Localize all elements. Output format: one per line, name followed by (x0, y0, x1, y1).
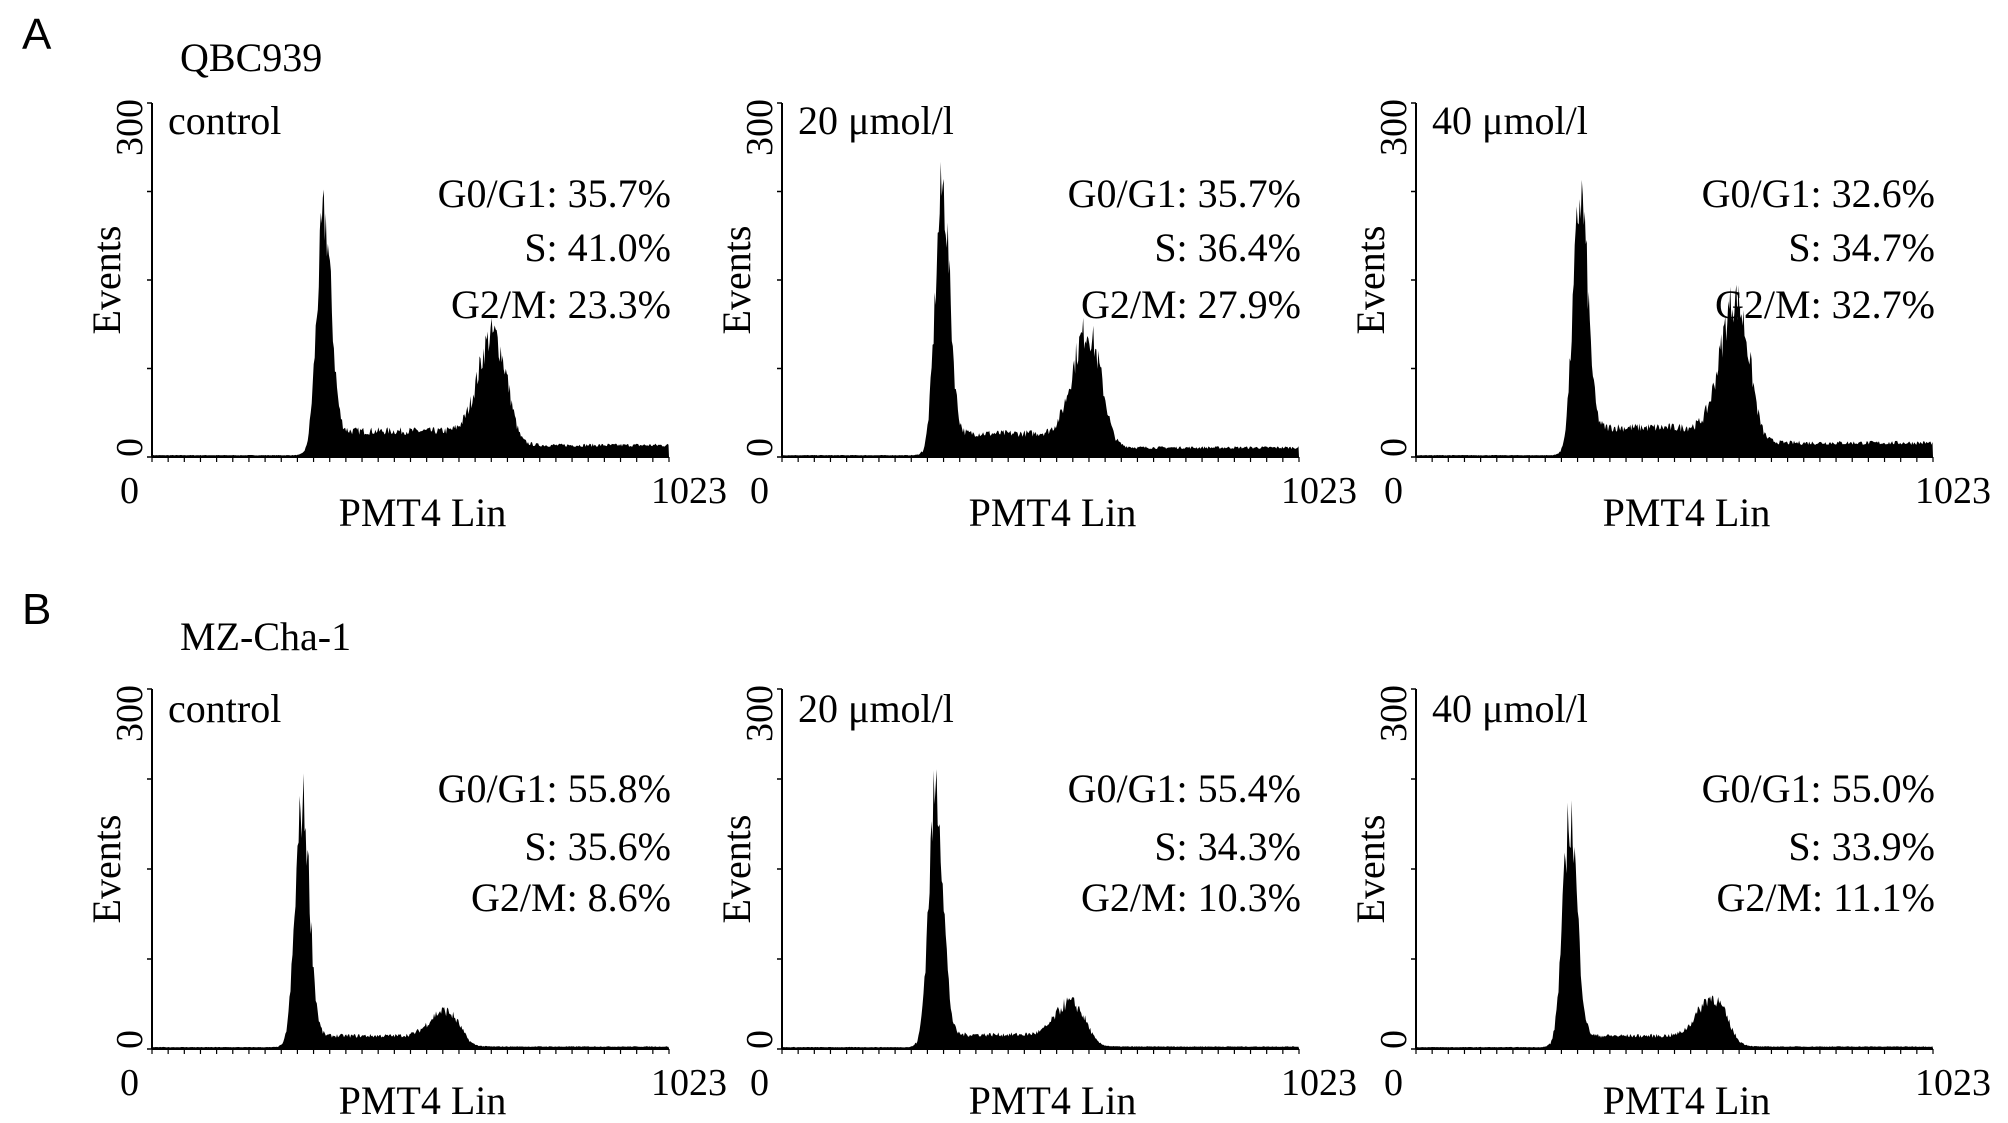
condition-label: 40 μmol/l (1432, 686, 1588, 731)
cell-cycle-stat: S: 41.0% (524, 225, 671, 270)
y-tick-label-0: 0 (739, 1030, 781, 1049)
y-axis-label: Events (714, 226, 759, 335)
cell-cycle-stat: G0/G1: 55.4% (1068, 766, 1301, 811)
x-tick-label-0: 0 (750, 1062, 769, 1104)
x-axis-label: PMT4 Lin (1603, 1078, 1771, 1123)
x-axis-label: PMT4 Lin (339, 490, 507, 535)
y-axis-label: Events (714, 815, 759, 924)
y-tick-label-300: 300 (1373, 99, 1415, 156)
x-tick-label-0: 0 (750, 470, 769, 512)
condition-label: control (168, 686, 281, 731)
condition-label: 20 μmol/l (798, 98, 954, 143)
cell-cycle-stat: G0/G1: 35.7% (438, 171, 671, 216)
y-tick-label-300: 300 (739, 99, 781, 156)
y-tick-label-300: 300 (739, 685, 781, 742)
y-tick-label-0: 0 (109, 438, 151, 457)
cell-cycle-stat: G2/M: 11.1% (1716, 875, 1935, 920)
y-tick-label-300: 300 (109, 685, 151, 742)
cell-cycle-stat: S: 34.7% (1788, 225, 1935, 270)
condition-label: 40 μmol/l (1432, 98, 1588, 143)
x-axis-label: PMT4 Lin (339, 1078, 507, 1123)
x-tick-label-1023: 1023 (651, 1062, 727, 1104)
y-tick-label-0: 0 (1373, 438, 1415, 457)
x-tick-label-1023: 1023 (1281, 1062, 1357, 1104)
y-tick-label-0: 0 (1373, 1030, 1415, 1049)
panel-letter-a: A (22, 10, 52, 59)
x-tick-label-0: 0 (120, 470, 139, 512)
x-tick-label-1023: 1023 (1915, 1062, 1991, 1104)
condition-label: 20 μmol/l (798, 686, 954, 731)
cell-cycle-stat: G2/M: 8.6% (471, 875, 671, 920)
cell-line-title-a: QBC939 (180, 35, 323, 80)
cell-cycle-stat: G2/M: 23.3% (451, 282, 671, 327)
x-tick-label-1023: 1023 (651, 470, 727, 512)
cell-cycle-stat: G2/M: 10.3% (1081, 875, 1301, 920)
cell-cycle-stat: S: 34.3% (1154, 824, 1301, 869)
cell-line-title-b: MZ-Cha-1 (180, 614, 352, 659)
x-axis-label: PMT4 Lin (1603, 490, 1771, 535)
cell-cycle-stat: S: 33.9% (1788, 824, 1935, 869)
y-axis-label: Events (1348, 815, 1393, 924)
y-axis-label: Events (84, 226, 129, 335)
cell-cycle-stat: G2/M: 27.9% (1081, 282, 1301, 327)
x-tick-label-0: 0 (1384, 1062, 1403, 1104)
x-axis-label: PMT4 Lin (969, 1078, 1137, 1123)
y-tick-label-300: 300 (109, 99, 151, 156)
x-tick-label-1023: 1023 (1915, 470, 1991, 512)
y-tick-label-300: 300 (1373, 685, 1415, 742)
x-tick-label-0: 0 (120, 1062, 139, 1104)
cell-cycle-stat: G0/G1: 55.8% (438, 766, 671, 811)
x-tick-label-0: 0 (1384, 470, 1403, 512)
y-tick-label-0: 0 (739, 438, 781, 457)
cell-cycle-stat: S: 35.6% (524, 824, 671, 869)
y-axis-label: Events (1348, 226, 1393, 335)
y-tick-label-0: 0 (109, 1030, 151, 1049)
condition-label: control (168, 98, 281, 143)
cell-cycle-stat: G0/G1: 32.6% (1702, 171, 1935, 216)
panel-letter-b: B (22, 585, 52, 634)
x-tick-label-1023: 1023 (1281, 470, 1357, 512)
cell-cycle-stat: S: 36.4% (1154, 225, 1301, 270)
y-axis-label: Events (84, 815, 129, 924)
cell-cycle-stat: G2/M: 32.7% (1715, 282, 1935, 327)
cell-cycle-stat: G0/G1: 55.0% (1702, 766, 1935, 811)
cell-cycle-stat: G0/G1: 35.7% (1068, 171, 1301, 216)
x-axis-label: PMT4 Lin (969, 490, 1137, 535)
